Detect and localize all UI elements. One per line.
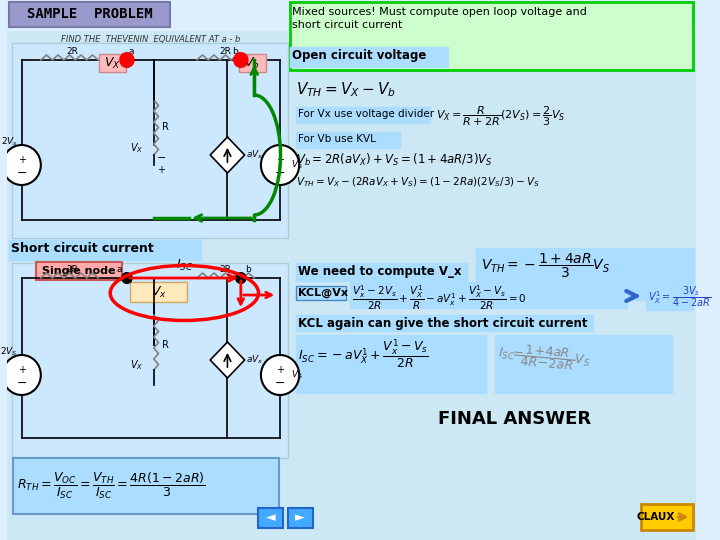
Text: FINAL ANSWER: FINAL ANSWER (438, 410, 591, 428)
Circle shape (261, 355, 300, 395)
Polygon shape (210, 342, 245, 378)
Bar (130, 282, 187, 302)
Text: $aV_x$: $aV_x$ (246, 354, 263, 366)
Bar (297, 107, 431, 123)
Text: Short circuit current: Short circuit current (11, 242, 154, 255)
Text: $V_X^1=\dfrac{3V_s}{4-2aR}$: $V_X^1=\dfrac{3V_s}{4-2aR}$ (647, 284, 711, 309)
Text: +: + (157, 165, 165, 175)
Text: SAMPLE  PROBLEM: SAMPLE PROBLEM (27, 8, 153, 22)
Text: $\mathbf{\mathit{V_X}}$: $\mathbf{\mathit{V_X}}$ (104, 56, 121, 71)
Bar (12, 263, 288, 458)
Bar (297, 286, 346, 300)
Bar (646, 282, 693, 310)
Text: $I_{SC}\!\!=\!\!\dfrac{1\!+\!4aR}{4R\!-\!2aR}V_S$: $I_{SC}\!\!=\!\!\dfrac{1\!+\!4aR}{4R\!-\… (498, 340, 592, 374)
Text: +: + (276, 365, 284, 375)
Text: a: a (129, 47, 135, 56)
Text: −: − (157, 153, 166, 163)
Text: Single node: Single node (42, 266, 116, 276)
Bar (476, 248, 694, 300)
Circle shape (261, 145, 300, 185)
Text: $aV_x$: $aV_x$ (246, 148, 263, 161)
Text: KCL again can give the short circuit current: KCL again can give the short circuit cur… (298, 317, 588, 330)
Text: −: − (17, 166, 27, 179)
Text: $\mathbf{\mathit{V_x}}$: $\mathbf{\mathit{V_x}}$ (150, 285, 166, 300)
Bar (9, 2, 170, 27)
Text: Mixed sources! Must compute open loop voltage and: Mixed sources! Must compute open loop vo… (292, 7, 588, 17)
Text: +: + (18, 365, 26, 375)
Text: R: R (162, 340, 169, 350)
Bar (297, 335, 486, 393)
Bar (99, 54, 126, 72)
Text: For Vx use voltage divider: For Vx use voltage divider (298, 109, 434, 119)
Bar (13, 458, 279, 514)
Text: $V_{TH} = V_X-(2RaV_X+V_S) = (1-2Ra)(2V_S/3)-V_S$: $V_{TH} = V_X-(2RaV_X+V_S) = (1-2Ra)(2V_… (297, 175, 540, 188)
Bar (641, 504, 693, 530)
Bar (239, 54, 266, 72)
Bar (495, 335, 672, 393)
Text: $V_X$: $V_X$ (130, 141, 143, 155)
Text: $\dfrac{V_x^1-2V_s}{2R}+\dfrac{V_X^1}{R}-aV_x^1+\dfrac{V_X^1-V_s}{2R}=0$: $\dfrac{V_x^1-2V_s}{2R}+\dfrac{V_X^1}{R}… (352, 284, 526, 312)
Text: ►: ► (295, 511, 305, 524)
Text: ◄: ◄ (266, 511, 275, 524)
Text: We need to compute V_x: We need to compute V_x (298, 265, 462, 278)
Text: 2R: 2R (66, 265, 78, 274)
Bar (9, 240, 201, 260)
Text: CLAUX: CLAUX (636, 512, 675, 522)
Text: Open circuit voltage: Open circuit voltage (292, 49, 427, 62)
Bar (258, 508, 283, 528)
Text: −: − (275, 166, 285, 179)
Bar (289, 2, 693, 70)
Bar (350, 282, 627, 308)
Text: $V_X$: $V_X$ (130, 358, 143, 372)
Bar (7, 0, 696, 30)
Circle shape (120, 53, 134, 67)
Text: b: b (232, 47, 238, 56)
Text: $V_S$: $V_S$ (291, 159, 302, 171)
Circle shape (122, 273, 132, 283)
Text: $V_{TH} = V_X - V_b$: $V_{TH} = V_X - V_b$ (297, 80, 396, 99)
Circle shape (236, 273, 246, 283)
Text: +: + (276, 155, 284, 165)
Text: −: − (275, 376, 285, 389)
Text: $\mathbf{\mathit{V_b}}$: $\mathbf{\mathit{V_b}}$ (245, 56, 260, 71)
Text: $V_{TH} = -\dfrac{1+4aR}{3}V_S$: $V_{TH} = -\dfrac{1+4aR}{3}V_S$ (481, 252, 610, 280)
Text: KCL@Vx: KCL@Vx (298, 288, 348, 298)
Text: b: b (245, 265, 251, 274)
Text: $2V_S$: $2V_S$ (1, 346, 18, 358)
Circle shape (3, 145, 41, 185)
Bar (297, 315, 593, 331)
Text: short circuit current: short circuit current (292, 20, 403, 30)
Polygon shape (210, 137, 245, 173)
Text: 2R: 2R (220, 265, 231, 274)
Text: $I_{SC} = -aV_X^1+\dfrac{V_x^1-V_s}{2R}$: $I_{SC} = -aV_X^1+\dfrac{V_x^1-V_s}{2R}$ (298, 338, 429, 371)
Text: $V_S$: $V_S$ (291, 369, 302, 381)
Text: $R_{TH} = \dfrac{V_{OC}}{I_{SC}} = \dfrac{V_{TH}}{I_{SC}} = \dfrac{4R(1-2aR)}{3}: $R_{TH} = \dfrac{V_{OC}}{I_{SC}} = \dfra… (17, 471, 206, 501)
Text: For Vb use KVL: For Vb use KVL (298, 134, 376, 144)
Text: $2V_s$: $2V_s$ (1, 136, 18, 148)
Bar (12, 43, 288, 238)
Circle shape (3, 355, 41, 395)
Text: $V_X = \dfrac{R}{R+2R}(2V_S) = \dfrac{2}{3}V_S$: $V_X = \dfrac{R}{R+2R}(2V_S) = \dfrac{2}… (436, 105, 565, 129)
Text: 2R: 2R (220, 47, 231, 56)
Bar (36, 262, 122, 280)
Bar (289, 47, 448, 67)
Text: $I_{SC}$: $I_{SC}$ (176, 258, 193, 273)
Text: 2R: 2R (66, 47, 78, 56)
Bar (127, 55, 242, 67)
Bar (297, 263, 467, 281)
Text: R: R (162, 122, 169, 132)
Text: $V_b = 2R(aV_X)+V_S = (1+4aR/3)V_S$: $V_b = 2R(aV_X)+V_S = (1+4aR/3)V_S$ (297, 152, 493, 168)
Text: −: − (17, 376, 27, 389)
Bar (288, 508, 312, 528)
Text: +: + (18, 155, 26, 165)
Text: FIND THE  THEVENIN  EQUIVALENT AT a - b: FIND THE THEVENIN EQUIVALENT AT a - b (61, 35, 240, 44)
Circle shape (234, 53, 248, 67)
Bar (297, 132, 400, 148)
Text: a: a (117, 265, 122, 274)
